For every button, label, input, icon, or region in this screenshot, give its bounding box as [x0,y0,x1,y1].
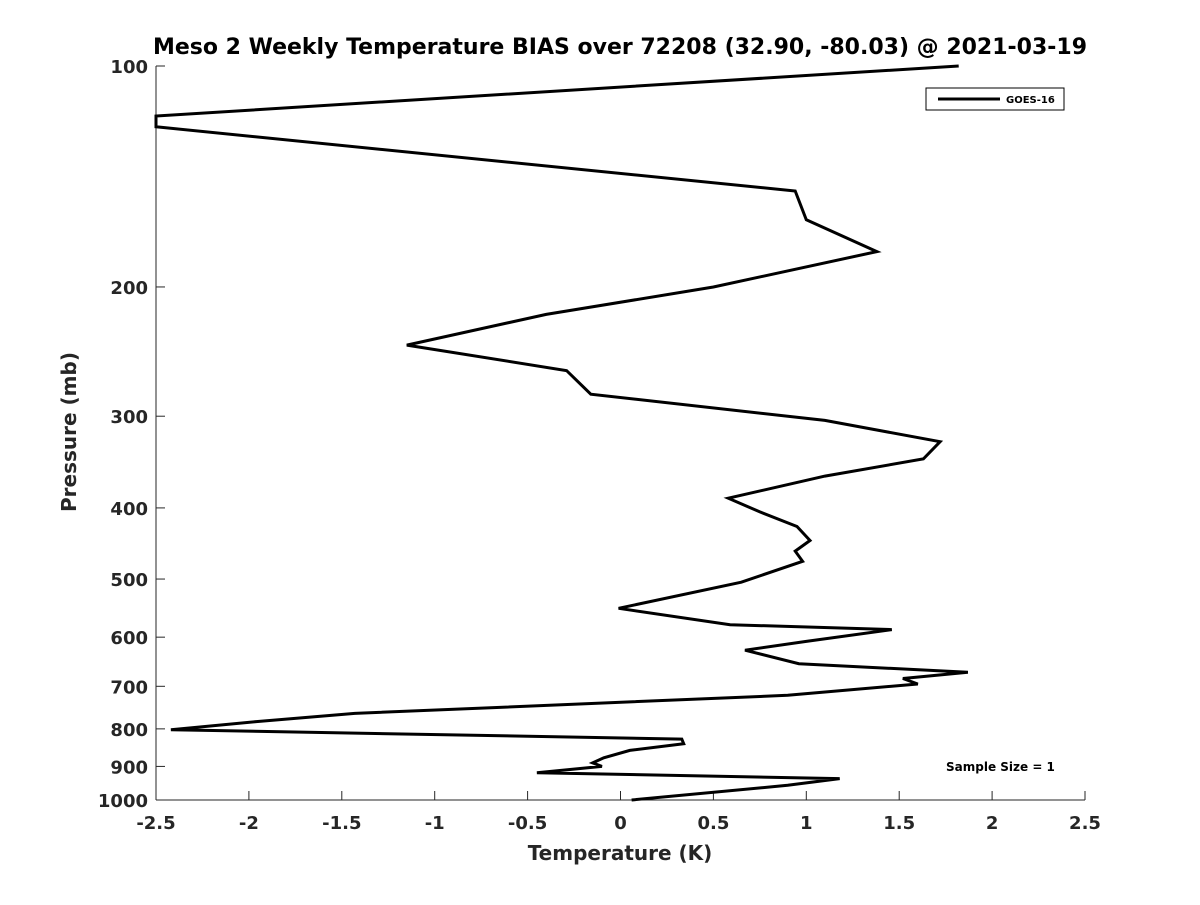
sample-size-annotation: Sample Size = 1 [946,760,1055,774]
x-tick-label: -1.5 [322,813,361,834]
y-tick-label: 700 [110,677,148,698]
y-tick-label: 1000 [98,791,148,812]
x-tick-label: 2 [986,813,999,834]
x-tick-label: 0.5 [697,813,729,834]
plot-area: -2.5 -2 -1.5 -1 -0.5 0 0.5 1 1.5 2 2.5 100 200 300 400… [98,57,1101,834]
x-tick-label: 1.5 [883,813,915,834]
y-tick-label: 200 [110,278,148,299]
chart-title: Meso 2 Weekly Temperature BIAS over 7220… [153,35,1087,60]
x-tick-label: -2.5 [136,813,175,834]
x-tick-label: 1 [800,813,813,834]
y-axis-label: Pressure (mb) [57,352,81,512]
x-tick-label: -2 [239,813,259,834]
y-tick-label: 900 [110,757,148,778]
series-line-goes-16 [154,64,969,802]
x-tick-label: -1 [425,813,445,834]
y-tick-label: 800 [110,720,148,741]
y-tick-label: 500 [110,570,148,591]
legend: GOES-16 [925,87,1065,111]
y-tick-label: 400 [110,499,148,520]
x-tick-label: 0 [614,813,627,834]
legend-label: GOES-16 [1006,95,1055,106]
x-tick-label: 2.5 [1069,813,1101,834]
x-axis-label: Temperature (K) [528,841,713,865]
y-tick-label: 300 [110,407,148,428]
y-tick-label: 600 [110,628,148,649]
y-tick-label: 100 [110,57,148,78]
x-tick-label: -0.5 [508,813,547,834]
